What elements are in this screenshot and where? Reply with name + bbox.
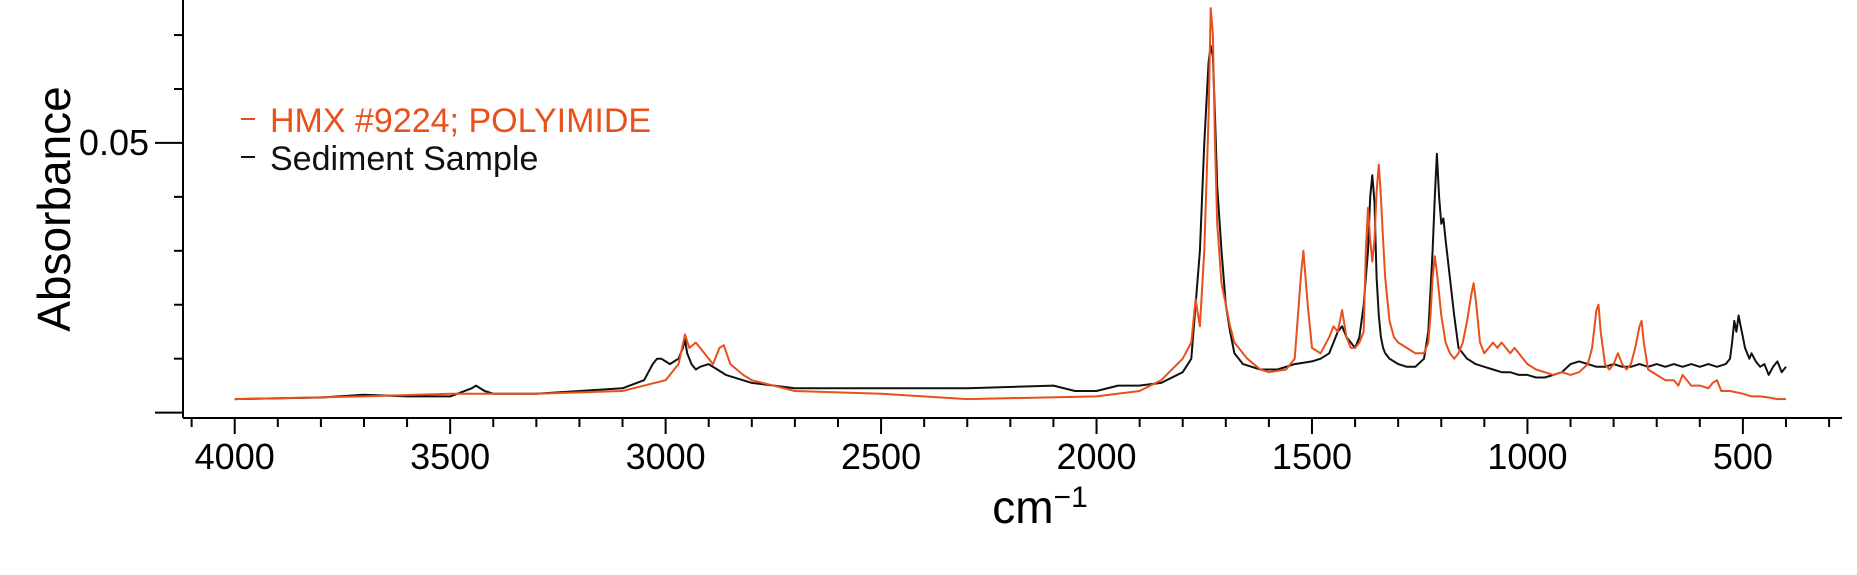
legend-label: Sediment Sample	[270, 140, 538, 178]
x-axis-unit-exponent: −1	[1054, 481, 1088, 514]
plot-lines	[234, 7, 1787, 401]
x-tick-label: 500	[1713, 436, 1773, 477]
y-axis-title: Absorbance	[28, 86, 80, 332]
axes: 4000 3500 3000 2500 2000 1500 1000 500 0.05	[79, 0, 1842, 477]
x-tick-label: 3000	[626, 436, 706, 477]
y-tick-label: 0.05	[79, 122, 149, 163]
x-tick-label: 1000	[1487, 436, 1567, 477]
x-tick-label: 1500	[1272, 436, 1352, 477]
series-line-sediment	[234, 44, 1787, 401]
x-tick-label: 4000	[195, 436, 275, 477]
y-ticks: 0.05	[79, 34, 183, 414]
x-tick-label: 3500	[410, 436, 490, 477]
x-tick-label: 2000	[1056, 436, 1136, 477]
legend-label: HMX #9224; POLYIMIDE	[270, 102, 651, 140]
x-tick-label: 2500	[841, 436, 921, 477]
x-ticks: 4000 3500 3000 2500 2000 1500 1000 500	[190, 418, 1831, 477]
x-axis-title: cm−1	[992, 481, 1088, 534]
series-line-hmx	[234, 7, 1786, 401]
x-axis-unit: cm	[992, 481, 1053, 533]
